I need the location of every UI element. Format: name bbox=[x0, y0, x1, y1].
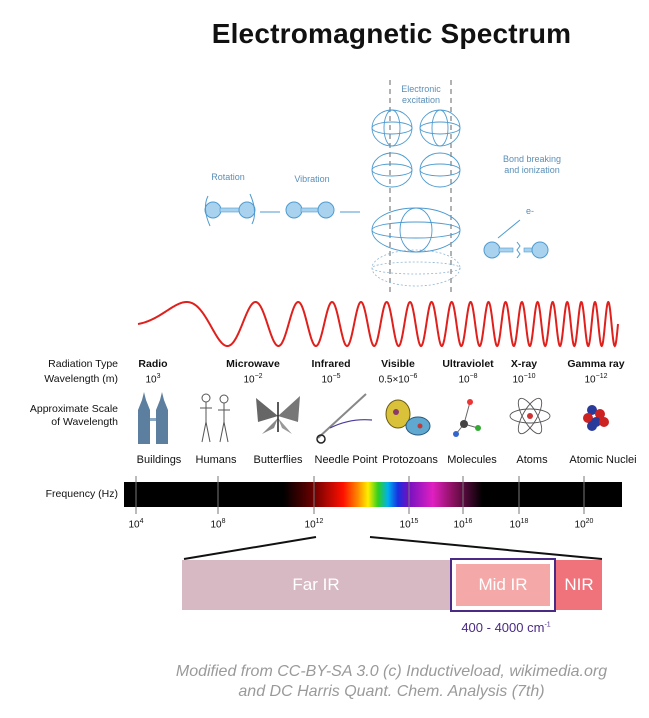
wavelength-microwave: 10−2 bbox=[243, 373, 263, 386]
electronic-label-1: Electronic bbox=[401, 84, 441, 94]
bond-breaking-label-1: Bond breaking bbox=[502, 154, 562, 164]
buildings-icon bbox=[138, 392, 168, 444]
radiation-type-gamma: Gamma ray bbox=[567, 358, 625, 370]
radiation-type-microwave: Microwave bbox=[226, 358, 280, 370]
scale-icons bbox=[138, 392, 609, 444]
wave-line bbox=[137, 300, 619, 348]
bond-breaking-molecule-icon bbox=[483, 219, 549, 259]
radiation-type-ultraviolet: Ultraviolet bbox=[442, 358, 494, 370]
frequency-tick-label: 1012 bbox=[304, 518, 324, 531]
electron-label: e- bbox=[525, 206, 534, 216]
frequency-spectrum-bar bbox=[124, 476, 622, 514]
scale-humans: Humans bbox=[195, 454, 237, 466]
orbital-dashed-icon bbox=[371, 249, 461, 287]
molecular-transitions-diagram bbox=[204, 80, 549, 294]
radiation-type-infrared: Infrared bbox=[311, 358, 351, 370]
vibration-label: Vibration bbox=[294, 174, 330, 184]
nucleus-icon bbox=[583, 405, 609, 431]
frequency-tick-label: 1020 bbox=[574, 518, 594, 531]
mid-ir-range: 400 - 4000 cm-1 bbox=[461, 620, 551, 635]
frequency-ticks bbox=[135, 476, 585, 514]
scale-protozoans: Protozoans bbox=[382, 454, 438, 466]
frequency-label: Frequency (Hz) bbox=[45, 488, 118, 500]
scale-label-1: Approximate Scale bbox=[29, 403, 118, 415]
wavelength-visible: 0.5×10−6 bbox=[378, 373, 418, 386]
wavelength-radio: 103 bbox=[145, 373, 161, 386]
scale-molecules: Molecules bbox=[447, 454, 497, 466]
page-title: Electromagnetic Spectrum bbox=[211, 18, 572, 49]
orbital-icon bbox=[371, 109, 461, 253]
humans-icon bbox=[200, 393, 230, 443]
molecule-icon bbox=[453, 399, 481, 437]
butterfly-icon bbox=[256, 396, 300, 434]
radiation-type-visible: Visible bbox=[381, 358, 415, 370]
frequency-tick-label: 104 bbox=[128, 518, 144, 531]
wavelength-label: Wavelength (m) bbox=[44, 373, 118, 385]
credit-line-1: Modified from CC-BY-SA 3.0 (c) Inductive… bbox=[175, 663, 608, 680]
radiation-type-xray: X-ray bbox=[510, 358, 538, 370]
radiation-type-label: Radiation Type bbox=[48, 358, 118, 370]
credit-line-2: and DC Harris Quant. Chem. Analysis (7th… bbox=[238, 683, 545, 700]
wavelength-ultraviolet: 10−8 bbox=[458, 373, 478, 386]
far-ir-band: Far IR bbox=[182, 560, 450, 610]
radiation-type-radio: Radio bbox=[138, 358, 168, 370]
electronic-label-2: excitation bbox=[401, 95, 441, 105]
frequency-tick-label: 1015 bbox=[399, 518, 419, 531]
frequency-tick-label: 108 bbox=[210, 518, 226, 531]
mid-ir-label: Mid IR bbox=[456, 564, 550, 606]
vibration-molecule-icon bbox=[260, 201, 360, 219]
frequency-tick-label: 1018 bbox=[509, 518, 529, 531]
scale-needle-point: Needle Point bbox=[314, 454, 378, 466]
bond-breaking-label-2: and ionization bbox=[504, 165, 560, 175]
frequency-tick-label: 1016 bbox=[453, 518, 473, 531]
scale-atoms: Atoms bbox=[516, 454, 548, 466]
wavelength-xray: 10−10 bbox=[512, 373, 536, 386]
scale-butterflies: Butterflies bbox=[253, 454, 303, 466]
ir-zoom-lines bbox=[183, 536, 603, 560]
mid-ir-band: Mid IR bbox=[450, 558, 556, 612]
atom-icon bbox=[509, 397, 551, 435]
needle-icon bbox=[316, 393, 373, 444]
nir-band: NIR bbox=[556, 560, 602, 610]
protozoans-icon bbox=[385, 399, 431, 436]
scale-buildings: Buildings bbox=[136, 454, 182, 466]
wave-graphic bbox=[137, 300, 619, 348]
rotation-label: Rotation bbox=[211, 172, 245, 182]
wavelength-gamma: 10−12 bbox=[584, 373, 608, 386]
wavelength-infrared: 10−5 bbox=[321, 373, 341, 386]
rotation-molecule-icon bbox=[204, 193, 256, 227]
scale-label-2: of Wavelength bbox=[51, 416, 118, 428]
scale-atomic-nuclei: Atomic Nuclei bbox=[569, 454, 637, 466]
